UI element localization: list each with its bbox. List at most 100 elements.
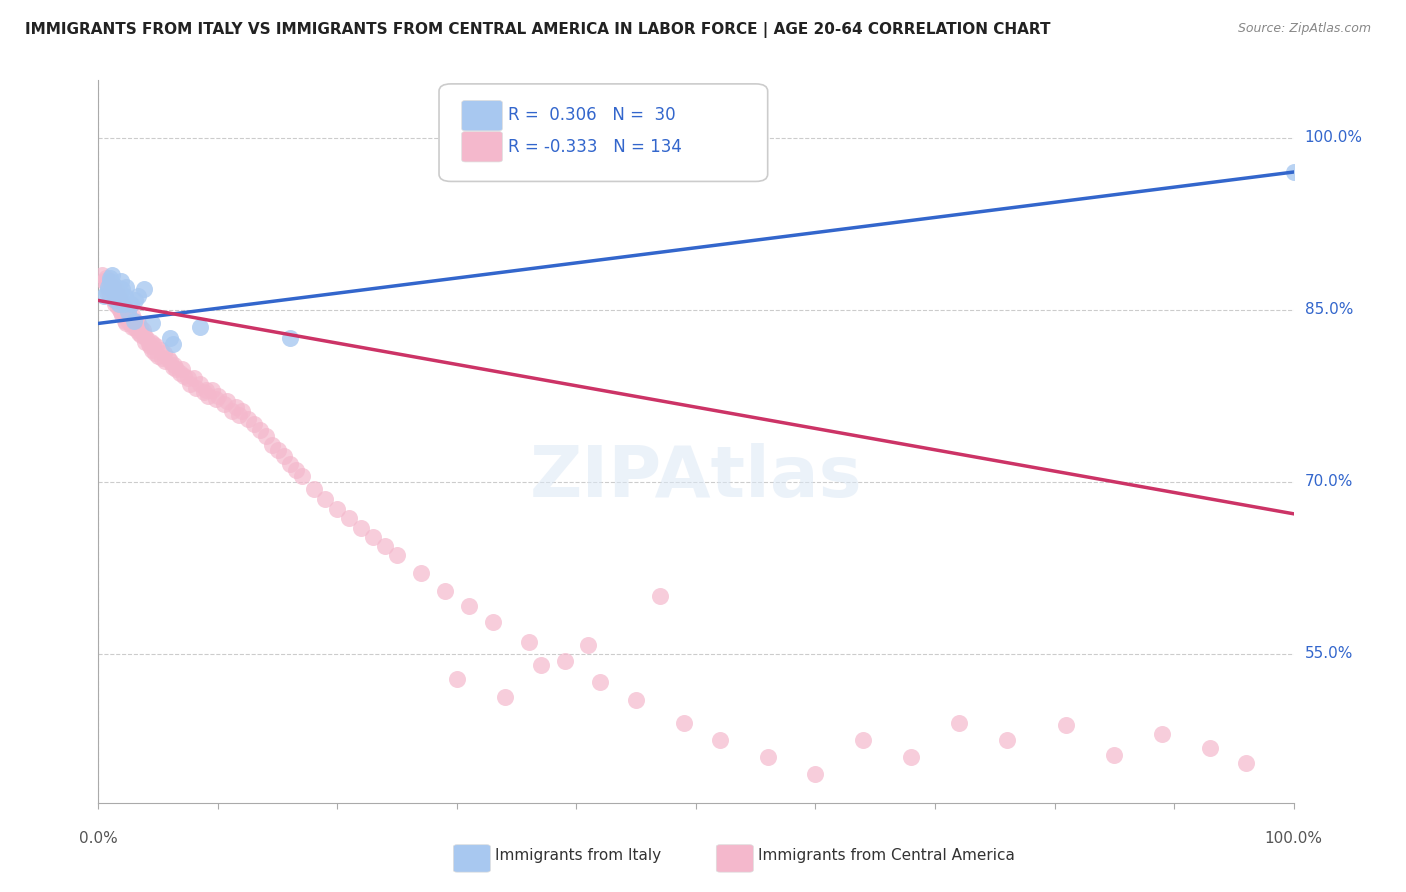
Point <box>93 274 115 288</box>
Point <box>110 274 132 288</box>
Point <box>159 331 181 345</box>
Point <box>108 302 131 317</box>
Point <box>138 337 160 351</box>
Point <box>139 334 162 349</box>
Point <box>385 548 409 562</box>
Text: Immigrants from Central America: Immigrants from Central America <box>758 848 1015 863</box>
Point <box>1199 740 1222 755</box>
Point <box>1104 747 1126 762</box>
Point <box>204 392 226 406</box>
Point <box>127 317 149 331</box>
Point <box>236 411 259 425</box>
Point <box>131 327 153 342</box>
Point <box>149 343 172 357</box>
Point <box>804 767 827 781</box>
Point <box>197 389 219 403</box>
Point <box>172 362 194 376</box>
Point <box>315 491 337 506</box>
Point <box>104 289 127 303</box>
Text: Source: ZipAtlas.com: Source: ZipAtlas.com <box>1237 22 1371 36</box>
Point <box>100 268 122 283</box>
Point <box>302 482 325 496</box>
Point <box>350 520 373 534</box>
Point <box>150 351 173 365</box>
Point <box>217 394 239 409</box>
Point <box>1152 727 1174 741</box>
Point <box>162 337 184 351</box>
Point <box>111 309 134 323</box>
Point <box>756 750 779 764</box>
Point <box>155 354 177 368</box>
FancyBboxPatch shape <box>439 84 768 181</box>
Point <box>111 297 134 311</box>
Point <box>104 293 127 308</box>
Point <box>101 279 124 293</box>
Point <box>117 314 139 328</box>
FancyBboxPatch shape <box>453 845 491 872</box>
Text: Immigrants from Italy: Immigrants from Italy <box>495 848 661 863</box>
Point <box>111 282 134 296</box>
Point <box>114 314 136 328</box>
Point <box>98 285 121 300</box>
Point <box>1282 165 1305 179</box>
Point <box>326 502 349 516</box>
Point <box>103 293 125 308</box>
Point <box>148 349 170 363</box>
Point <box>278 458 301 472</box>
Point <box>110 297 132 311</box>
Point <box>115 311 138 326</box>
Point <box>124 319 146 334</box>
Point <box>446 672 468 686</box>
Point <box>135 331 157 345</box>
Point <box>1056 718 1078 732</box>
Point <box>162 359 184 374</box>
Point <box>124 314 146 328</box>
Point <box>231 403 253 417</box>
Point <box>900 750 922 764</box>
Point <box>96 285 118 300</box>
Point <box>225 400 247 414</box>
Point <box>267 442 290 457</box>
Point <box>948 715 970 730</box>
Point <box>709 732 731 747</box>
Point <box>108 293 131 308</box>
Point <box>120 297 142 311</box>
Point <box>411 566 433 581</box>
Point <box>243 417 266 432</box>
Point <box>207 389 229 403</box>
Point <box>530 658 553 673</box>
Point <box>363 530 385 544</box>
Point <box>129 319 152 334</box>
Point <box>97 282 120 296</box>
Point <box>117 305 139 319</box>
Point <box>107 289 129 303</box>
Point <box>107 293 129 308</box>
Point <box>103 285 125 300</box>
Point <box>124 314 146 328</box>
Point <box>115 309 138 323</box>
Point <box>125 323 148 337</box>
Point <box>284 463 307 477</box>
Point <box>291 469 314 483</box>
Point <box>159 354 181 368</box>
Point <box>193 385 215 400</box>
Point <box>132 327 155 342</box>
Point <box>132 282 155 296</box>
Text: 55.0%: 55.0% <box>1305 646 1353 661</box>
Point <box>98 274 122 288</box>
Point <box>110 305 132 319</box>
Point <box>554 654 576 668</box>
Point <box>177 371 200 385</box>
Text: 100.0%: 100.0% <box>1264 831 1323 847</box>
Point <box>186 381 208 395</box>
Point <box>481 615 505 629</box>
Point <box>626 692 648 706</box>
Point <box>673 715 696 730</box>
Point <box>195 383 218 397</box>
Point <box>156 351 179 365</box>
Point <box>179 377 201 392</box>
Point <box>93 289 115 303</box>
Point <box>153 346 176 360</box>
FancyBboxPatch shape <box>461 101 502 131</box>
Point <box>578 638 600 652</box>
